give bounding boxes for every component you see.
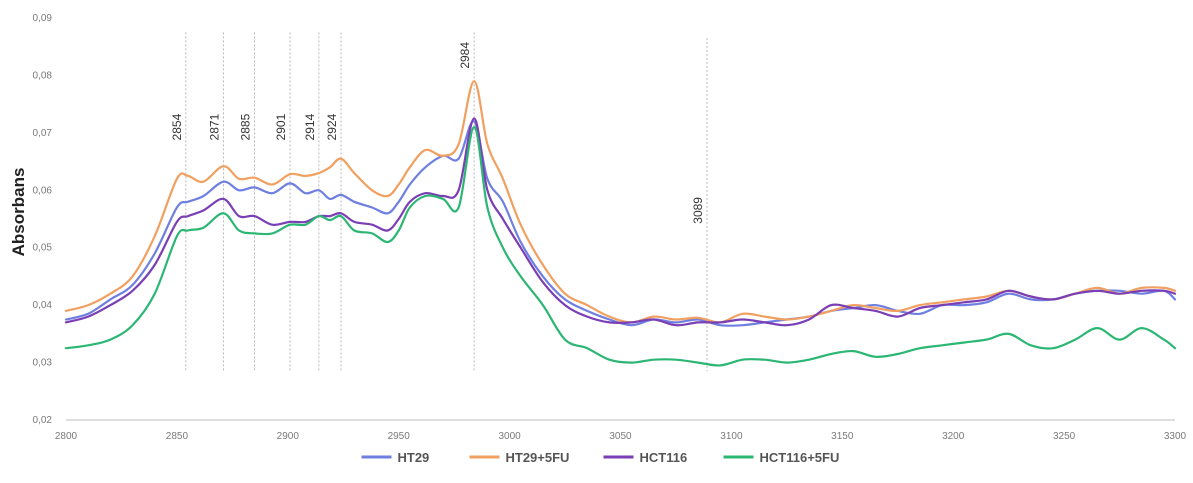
x-tick-labels: 2800 2850 2900 2950 3000 3050 3100 3150 3200 3250… bbox=[55, 431, 1187, 442]
legend-label-hct116: HCT116 bbox=[640, 450, 688, 465]
x-tick-label: 2900 bbox=[277, 431, 300, 442]
x-tick-label: 3100 bbox=[720, 431, 743, 442]
series-line-hct116-5fu bbox=[64, 126, 1177, 367]
series-line-ht29-5fu bbox=[64, 80, 1177, 324]
series-lines bbox=[64, 80, 1177, 367]
annotation-label: 2984 bbox=[458, 42, 472, 69]
annotation-label: 3089 bbox=[691, 197, 705, 224]
y-axis-label: Absorbans bbox=[9, 168, 28, 257]
y-tick-label: 0,05 bbox=[33, 243, 53, 254]
annotation-label: 2885 bbox=[239, 113, 253, 140]
y-tick-labels: 0,02 0,03 0,04 0,05 0,06 0,07 0,08 0,09 bbox=[33, 13, 53, 426]
y-tick-label: 0,03 bbox=[33, 358, 53, 369]
y-tick-label: 0,02 bbox=[33, 415, 53, 426]
y-tick-label: 0,04 bbox=[33, 300, 53, 311]
y-tick-label: 0,09 bbox=[33, 13, 53, 24]
x-tick-label: 3200 bbox=[942, 431, 965, 442]
series-line-ht29 bbox=[64, 120, 1177, 327]
annotation-lines: 2854 2871 2885 2901 2914 2924 2984 3089 bbox=[170, 32, 708, 372]
annotation-label: 2901 bbox=[274, 113, 288, 140]
annotation-label: 2854 bbox=[170, 113, 184, 140]
annotation-label: 2924 bbox=[325, 113, 339, 140]
annotation-label: 2871 bbox=[207, 113, 221, 140]
annotation-label: 2914 bbox=[303, 113, 317, 140]
legend-label-ht29: HT29 bbox=[398, 450, 430, 465]
x-tick-label: 2850 bbox=[166, 431, 189, 442]
x-tick-label: 2800 bbox=[55, 431, 78, 442]
series-line-hct116 bbox=[64, 117, 1177, 327]
y-tick-label: 0,07 bbox=[33, 128, 53, 139]
y-tick-label: 0,08 bbox=[33, 70, 53, 81]
legend-label-ht29-5fu: HT29+5FU bbox=[506, 450, 570, 465]
legend: HT29 HT29+5FU HCT116 HCT116+5FU bbox=[361, 450, 840, 465]
x-tick-label: 2950 bbox=[388, 431, 411, 442]
x-tick-label: 3050 bbox=[609, 431, 632, 442]
x-tick-label: 3150 bbox=[831, 431, 854, 442]
legend-label-hct116-5fu: HCT116+5FU bbox=[760, 450, 840, 465]
x-tick-label: 3300 bbox=[1164, 431, 1187, 442]
x-tick-label: 3000 bbox=[498, 431, 521, 442]
y-tick-label: 0,06 bbox=[33, 185, 53, 196]
x-tick-label: 3250 bbox=[1053, 431, 1076, 442]
